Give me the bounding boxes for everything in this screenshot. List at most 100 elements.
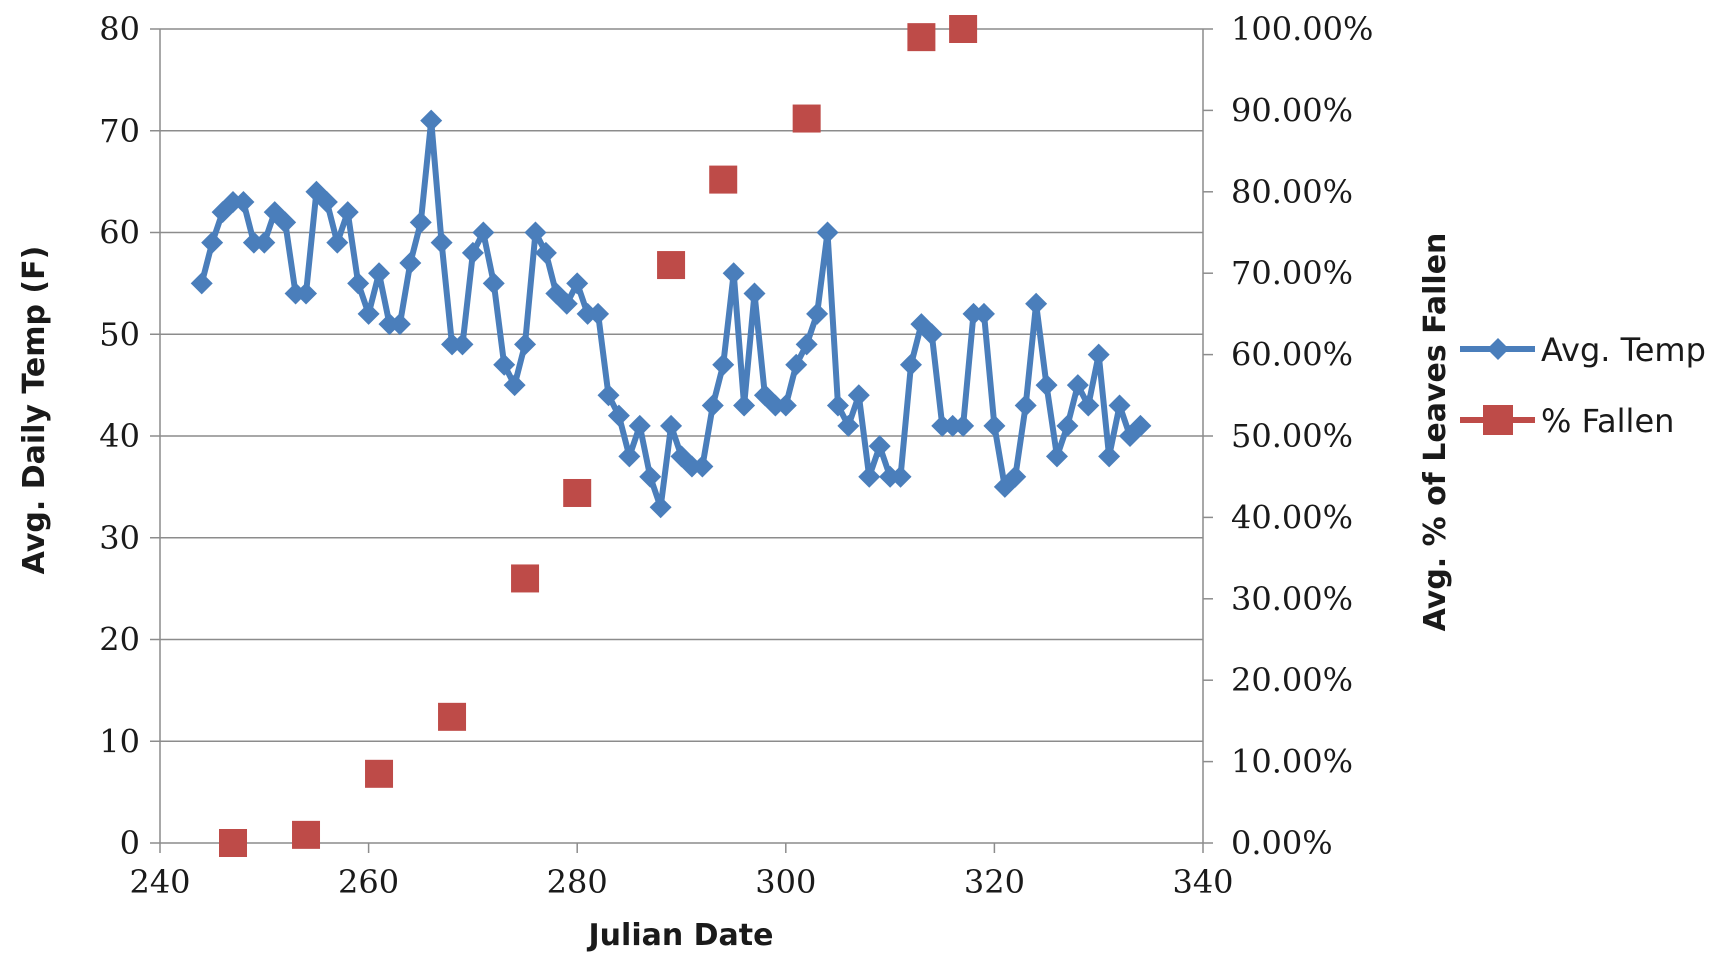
y2-tick-label-9: 90.00% <box>1231 91 1353 129</box>
avg-temp-point-68 <box>899 353 922 376</box>
avg-temp-point-65 <box>868 435 891 458</box>
avg-temp-point-13 <box>326 231 349 254</box>
fallen-point-9 <box>907 23 936 52</box>
avg-temp-point-51 <box>722 262 745 285</box>
avg-temp-point-25 <box>451 333 474 356</box>
avg-temp-point-42 <box>628 414 651 437</box>
series-avg-temp-line <box>198 117 1143 511</box>
avg-temp-point-82 <box>1045 445 1068 468</box>
legend-item-fallen: % Fallen <box>1460 402 1674 440</box>
avg-temp-point-67 <box>889 465 912 488</box>
avg-temp-point-84 <box>1066 374 1089 397</box>
avg-temp-point-44 <box>649 496 672 519</box>
avg-temp-point-10 <box>295 282 318 305</box>
avg-temp-point-31 <box>514 333 537 356</box>
fallen-point-5 <box>563 478 592 507</box>
avg-temp-point-26 <box>461 241 484 264</box>
legend-fallen-label: % Fallen <box>1541 402 1674 440</box>
avg-temp-point-32 <box>524 221 547 244</box>
x-tick-label-3: 300 <box>755 863 816 901</box>
y-tick-label-3: 30 <box>99 519 140 557</box>
avg-temp-point-21 <box>409 211 432 234</box>
fallen-point-1 <box>292 820 321 849</box>
avg-temp-point-78 <box>1004 465 1027 488</box>
tick-labels: 0 10 20 30 40 50 60 70 80 0.00% 10.00% 20.00% 30.00%… <box>99 10 1373 901</box>
avg-temp-point-41 <box>618 445 641 468</box>
fallen-point-6 <box>657 251 686 280</box>
avg-temp-point-63 <box>847 384 870 407</box>
avg-temp-point-30 <box>503 374 526 397</box>
y2-tick-label-2: 20.00% <box>1231 661 1353 699</box>
y2-tick-label-3: 30.00% <box>1231 580 1353 618</box>
y-tick-label-7: 70 <box>99 112 140 150</box>
avg-temp-point-59 <box>806 302 829 325</box>
avg-temp-point-4 <box>232 190 255 213</box>
avg-temp-point-1 <box>201 231 224 254</box>
avg-temp-point-14 <box>336 201 359 224</box>
fallen-point-4 <box>511 564 540 593</box>
avg-temp-point-49 <box>701 394 724 417</box>
avg-temp-point-8 <box>274 211 297 234</box>
avg-temp-point-19 <box>388 313 411 336</box>
avg-temp-point-88 <box>1108 394 1131 417</box>
y2-tick-label-10: 100.00% <box>1231 10 1373 48</box>
y2-tick-label-6: 60.00% <box>1231 336 1353 374</box>
y2-tick-label-4: 40.00% <box>1231 498 1353 536</box>
y2-tick-label-7: 70.00% <box>1231 254 1353 292</box>
avg-temp-point-23 <box>430 231 453 254</box>
avg-temp-point-80 <box>1025 292 1048 315</box>
y-tick-label-8: 80 <box>99 10 140 48</box>
avg-temp-point-53 <box>743 282 766 305</box>
avg-temp-point-76 <box>983 414 1006 437</box>
fallen-point-8 <box>792 104 821 133</box>
avg-temp-point-70 <box>920 323 943 346</box>
avg-temp-point-36 <box>566 272 589 295</box>
legend-item-avg-temp: Avg. Temp <box>1460 331 1706 369</box>
avg-temp-point-83 <box>1056 414 1079 437</box>
fallen-point-2 <box>365 759 394 788</box>
y-tick-label-2: 20 <box>99 621 140 659</box>
avg-temp-point-87 <box>1098 445 1121 468</box>
legend-fallen-marker <box>1483 405 1513 435</box>
y2-tick-label-8: 80.00% <box>1231 173 1353 211</box>
fallen-point-3 <box>438 702 467 731</box>
avg-temp-point-61 <box>826 394 849 417</box>
y2-axis-title: Avg. % of Leaves Fallen <box>1418 233 1453 632</box>
y2-tick-label-0: 0.00% <box>1231 824 1333 862</box>
avg-temp-point-60 <box>816 221 839 244</box>
avg-temp-point-64 <box>858 465 881 488</box>
avg-temp-point-20 <box>399 252 422 275</box>
avg-temp-point-16 <box>357 302 380 325</box>
avg-temp-point-15 <box>347 272 370 295</box>
avg-temp-point-29 <box>493 353 516 376</box>
avg-temp-point-17 <box>368 262 391 285</box>
series <box>190 15 1152 857</box>
legend-avg-temp-label: Avg. Temp <box>1541 331 1706 369</box>
y-tick-label-5: 50 <box>99 315 140 353</box>
x-tick-label-1: 260 <box>338 863 399 901</box>
avg-temp-point-85 <box>1077 394 1100 417</box>
x-tick-label-2: 280 <box>547 863 608 901</box>
y2-tick-label-5: 50.00% <box>1231 417 1353 455</box>
x-tick-label-5: 340 <box>1172 863 1233 901</box>
fallen-point-0 <box>219 829 248 857</box>
avg-temp-point-73 <box>952 414 975 437</box>
avg-temp-point-12 <box>315 190 338 213</box>
avg-temp-point-43 <box>639 465 662 488</box>
fallen-point-10 <box>949 15 978 43</box>
axes <box>150 28 1213 853</box>
avg-temp-point-86 <box>1087 343 1110 366</box>
y-tick-label-0: 0 <box>120 824 140 862</box>
avg-temp-point-28 <box>482 272 505 295</box>
y-axis-title: Avg. Daily Temp (F) <box>17 246 52 575</box>
x-tick-label-4: 320 <box>964 863 1025 901</box>
avg-temp-point-79 <box>1014 394 1037 417</box>
fallen-point-7 <box>709 165 738 194</box>
avg-temp-point-81 <box>1035 374 1058 397</box>
legend: Avg. Temp % Fallen <box>1460 331 1706 440</box>
avg-temp-point-52 <box>733 394 756 417</box>
avg-temp-point-75 <box>972 302 995 325</box>
avg-temp-point-40 <box>607 404 630 427</box>
avg-temp-point-33 <box>534 241 557 264</box>
x-tick-label-0: 240 <box>129 863 190 901</box>
